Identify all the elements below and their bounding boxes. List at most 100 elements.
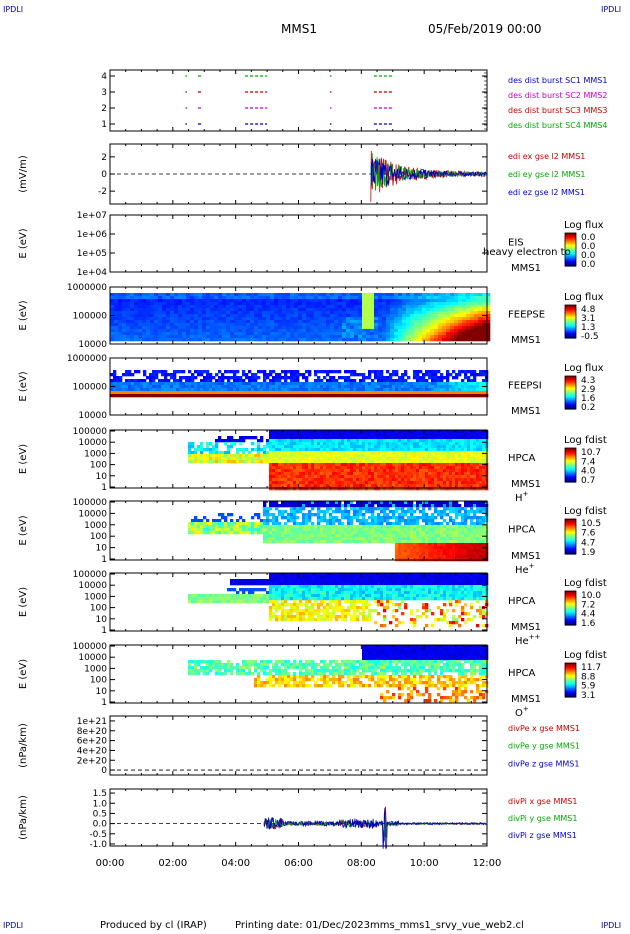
spectrogram-cell xyxy=(358,314,363,318)
spectrogram-cell xyxy=(182,338,187,342)
spectrogram-cell xyxy=(281,445,285,449)
spectrogram-cell xyxy=(269,436,273,440)
spectrogram-cell xyxy=(402,296,407,300)
spectrogram-cell xyxy=(281,510,285,514)
spectrogram-cell xyxy=(365,439,369,443)
spectrogram-cell xyxy=(113,376,117,380)
spectrogram-cell xyxy=(418,326,423,330)
spectrogram-cell xyxy=(296,448,300,452)
spectrogram-cell xyxy=(272,448,276,452)
spectrogram-cell xyxy=(134,382,138,386)
spectrogram-cell xyxy=(368,478,372,482)
colorbar-tick-label: 0.0 xyxy=(581,233,596,243)
colorbar-swatch xyxy=(565,314,576,317)
spectrogram-cell xyxy=(308,475,312,479)
spectrogram-cell xyxy=(227,394,231,398)
spectrogram-cell xyxy=(332,445,336,449)
spectrogram-cell xyxy=(430,320,435,324)
spectrogram-cell xyxy=(446,317,451,321)
spectrogram-cell xyxy=(350,481,354,485)
spectrogram-cell xyxy=(206,525,210,529)
spectrogram-cell xyxy=(224,388,228,392)
spectrogram-cell xyxy=(306,317,311,321)
spectrogram-cell xyxy=(293,531,297,535)
spectrogram-cell xyxy=(395,484,399,488)
spectrogram-cell xyxy=(370,338,375,342)
spectrogram-cell xyxy=(377,481,381,485)
spectrogram-cell xyxy=(138,308,143,312)
spectrogram-cell xyxy=(269,460,273,464)
spectrogram-cell xyxy=(214,314,219,318)
spectrogram-cell xyxy=(470,293,475,297)
spectrogram-cell xyxy=(197,519,201,523)
spectrogram-cell xyxy=(118,335,123,339)
spectrogram-cell xyxy=(358,326,363,330)
spectrogram-cell xyxy=(214,335,219,339)
spectrogram-cell xyxy=(478,332,483,336)
spectrogram-cell xyxy=(166,296,171,300)
spectrogram-cell xyxy=(410,394,414,398)
spectrogram-cell xyxy=(474,308,479,312)
spectrogram-cell xyxy=(242,305,247,309)
spectrogram-cell xyxy=(248,382,252,386)
spectrogram-cell xyxy=(342,335,347,339)
spectrogram-cell xyxy=(452,484,456,488)
spectrogram-cell xyxy=(392,373,396,377)
spectrogram-cell xyxy=(473,451,477,455)
spectrogram-cell xyxy=(458,299,463,303)
spectrogram-cell xyxy=(167,394,171,398)
spectrogram-cell xyxy=(260,385,264,389)
spectrogram-cell xyxy=(431,394,435,398)
spectrogram-cell xyxy=(410,445,414,449)
spectrogram-cell xyxy=(190,311,195,315)
spectrogram-cell xyxy=(296,484,300,488)
spectrogram-cell xyxy=(479,454,483,458)
spectrogram-cell xyxy=(218,379,222,383)
spectrogram-cell xyxy=(354,332,359,336)
spectrogram-cell xyxy=(466,329,471,333)
spectrogram-cell xyxy=(392,379,396,383)
spectrogram-cell xyxy=(434,391,438,395)
spectrogram-cell xyxy=(128,391,132,395)
spectrogram-cell xyxy=(218,388,222,392)
spectrogram-cell xyxy=(305,382,309,386)
spectrogram-cell xyxy=(479,448,483,452)
spectrogram-cell xyxy=(374,373,378,377)
spectrogram-cell xyxy=(395,451,399,455)
spectrogram-cell xyxy=(152,382,156,386)
spectrogram-cell xyxy=(474,326,479,330)
y-tick-label: 1 xyxy=(101,483,107,493)
spectrogram-cell xyxy=(437,382,441,386)
spectrogram-cell xyxy=(224,376,228,380)
spectrogram-cell xyxy=(158,314,163,318)
y-tick-label: 1 xyxy=(101,120,107,130)
spectrogram-cell xyxy=(299,457,303,461)
spectrogram-cell xyxy=(383,436,387,440)
spectrogram-cell xyxy=(426,323,431,327)
spectrogram-cell xyxy=(113,379,117,383)
spectrogram-cell xyxy=(338,439,342,443)
spectrogram-cell xyxy=(449,460,453,464)
spectrogram-cell xyxy=(143,382,147,386)
spectrogram-cell xyxy=(365,388,369,392)
spectrogram-cell xyxy=(356,391,360,395)
spectrogram-cell xyxy=(242,311,247,315)
spectrogram-cell xyxy=(458,487,462,491)
spectrogram-cell xyxy=(438,293,443,297)
spectrogram-cell xyxy=(234,293,239,297)
spectrogram-cell xyxy=(284,528,288,532)
spectrogram-cell xyxy=(479,430,483,434)
spectrogram-cell xyxy=(458,326,463,330)
spectrogram-cell xyxy=(287,537,291,541)
spectrogram-cell xyxy=(272,442,276,446)
spectrogram-cell xyxy=(434,469,438,473)
spectrogram-cell xyxy=(126,320,131,324)
spectrogram-cell xyxy=(194,335,199,339)
spectrogram-cell xyxy=(134,326,139,330)
spectrogram-cell xyxy=(371,463,375,467)
spectrogram-cell xyxy=(188,454,192,458)
spectrogram-cell xyxy=(221,385,225,389)
spectrogram-cell xyxy=(118,296,123,300)
spectrogram-cell xyxy=(442,329,447,333)
spectrogram-cell xyxy=(371,457,375,461)
